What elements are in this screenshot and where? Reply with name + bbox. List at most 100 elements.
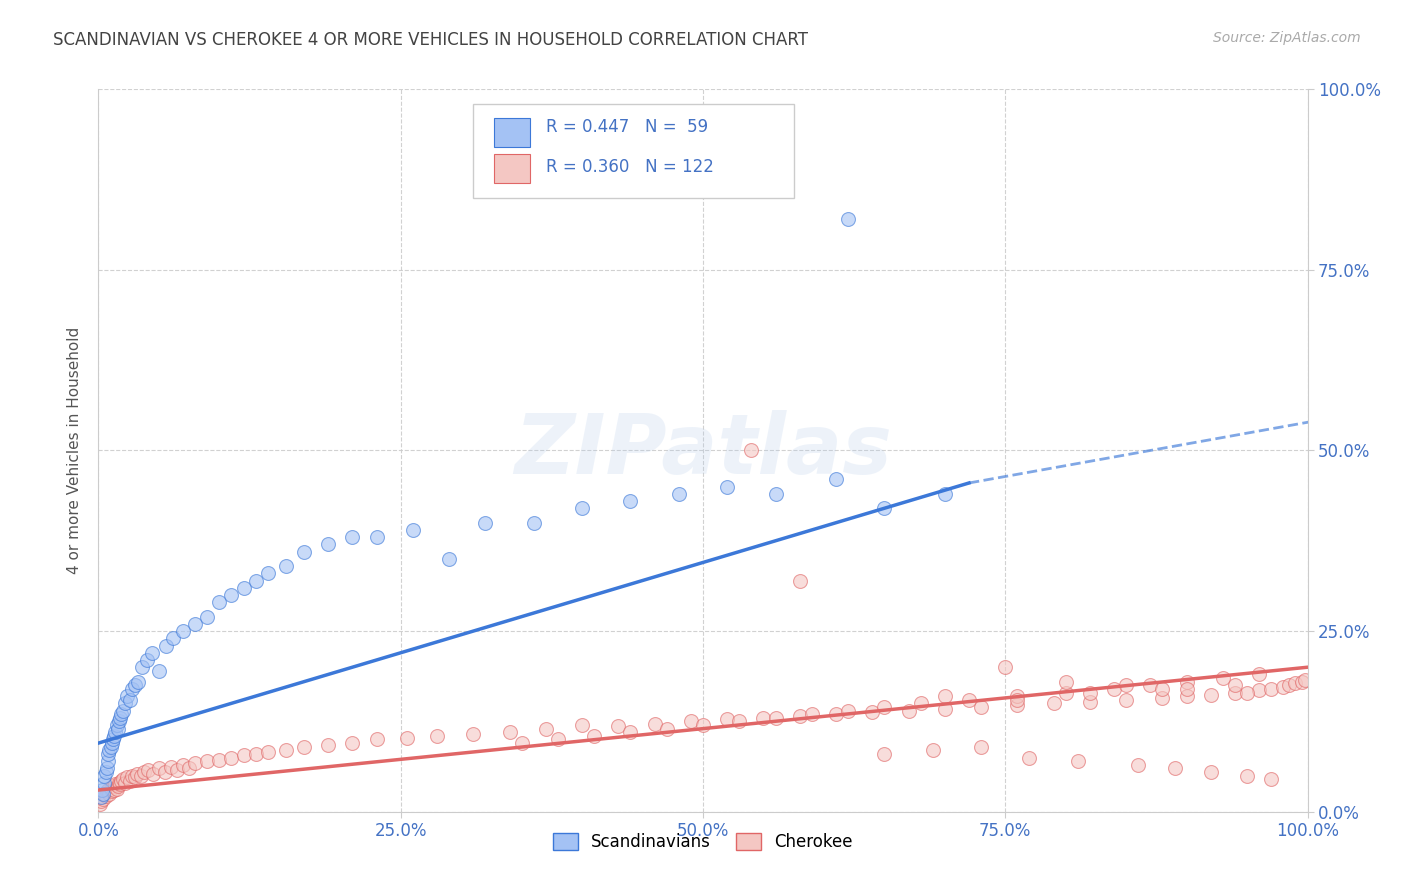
Point xyxy=(91,787,114,801)
Point xyxy=(437,551,460,566)
Point xyxy=(1078,695,1101,709)
Point xyxy=(934,487,956,501)
Point xyxy=(129,769,152,783)
Point xyxy=(136,763,159,777)
Point xyxy=(619,494,641,508)
Point xyxy=(96,784,118,798)
Point xyxy=(108,711,131,725)
Point xyxy=(765,487,787,501)
Point xyxy=(474,516,496,530)
Point xyxy=(89,797,111,812)
Point xyxy=(94,789,117,803)
Point xyxy=(107,780,129,794)
Y-axis label: 4 or more Vehicles in Household: 4 or more Vehicles in Household xyxy=(67,326,83,574)
Point xyxy=(208,595,231,609)
Point xyxy=(837,704,859,718)
Point xyxy=(316,738,339,752)
Point xyxy=(692,718,714,732)
Point xyxy=(166,763,188,777)
Point xyxy=(1007,692,1029,706)
Point xyxy=(90,794,112,808)
Point xyxy=(1018,750,1040,764)
Point xyxy=(117,770,139,784)
Point xyxy=(100,781,122,796)
Point xyxy=(117,689,139,703)
Point xyxy=(292,544,315,558)
Point xyxy=(101,780,124,794)
Point xyxy=(127,767,149,781)
Point xyxy=(1102,681,1125,696)
Point xyxy=(1054,674,1077,689)
Point xyxy=(121,681,143,696)
Point xyxy=(1054,685,1077,699)
Point xyxy=(1163,761,1185,775)
Point xyxy=(910,696,932,710)
Point xyxy=(366,530,388,544)
Point xyxy=(114,696,136,710)
Point xyxy=(679,714,702,729)
Point xyxy=(534,722,557,736)
Point xyxy=(93,776,115,790)
Point xyxy=(148,664,170,678)
Point xyxy=(583,729,606,743)
Point xyxy=(134,764,156,779)
Point xyxy=(108,776,131,790)
Point xyxy=(1175,681,1198,696)
Point xyxy=(160,760,183,774)
Point xyxy=(148,761,170,775)
Point xyxy=(127,674,149,689)
Point xyxy=(1212,671,1234,685)
Point xyxy=(825,707,848,722)
Point xyxy=(510,736,533,750)
Point xyxy=(752,711,775,725)
Point xyxy=(195,609,218,624)
Point xyxy=(789,574,811,588)
Point xyxy=(426,729,449,743)
Point xyxy=(728,714,751,729)
Point xyxy=(395,731,418,745)
Point xyxy=(153,764,176,779)
Point xyxy=(124,770,146,784)
Point xyxy=(141,646,163,660)
Point xyxy=(1152,681,1174,696)
Point xyxy=(740,443,762,458)
FancyBboxPatch shape xyxy=(474,103,793,198)
Point xyxy=(1115,678,1137,692)
Point xyxy=(135,653,157,667)
Point xyxy=(463,727,485,741)
Text: ZIPatlas: ZIPatlas xyxy=(515,410,891,491)
Point xyxy=(108,714,131,729)
Point xyxy=(162,632,184,646)
Point xyxy=(800,707,823,722)
Point xyxy=(498,725,520,739)
Point xyxy=(837,212,859,227)
Point xyxy=(825,472,848,486)
Point xyxy=(118,774,141,789)
Point xyxy=(93,769,115,783)
Text: R = 0.447   N =  59: R = 0.447 N = 59 xyxy=(546,119,709,136)
Point xyxy=(221,588,243,602)
Point xyxy=(111,772,134,787)
Point xyxy=(1042,696,1064,710)
Point xyxy=(104,777,127,791)
Point xyxy=(366,732,388,747)
Point xyxy=(860,705,883,719)
Point xyxy=(103,729,125,743)
Point xyxy=(1278,678,1301,692)
FancyBboxPatch shape xyxy=(494,154,530,183)
Point xyxy=(208,753,231,767)
Point xyxy=(1139,678,1161,692)
Point xyxy=(873,747,896,761)
Point xyxy=(103,783,125,797)
Point xyxy=(1223,685,1246,699)
Point xyxy=(91,783,114,797)
Point xyxy=(655,722,678,736)
Point xyxy=(1152,690,1174,705)
Point xyxy=(131,660,153,674)
Point xyxy=(292,739,315,754)
Point xyxy=(274,743,297,757)
Point xyxy=(1260,772,1282,787)
Point xyxy=(644,716,666,731)
Point xyxy=(716,712,738,726)
Point xyxy=(873,700,896,714)
